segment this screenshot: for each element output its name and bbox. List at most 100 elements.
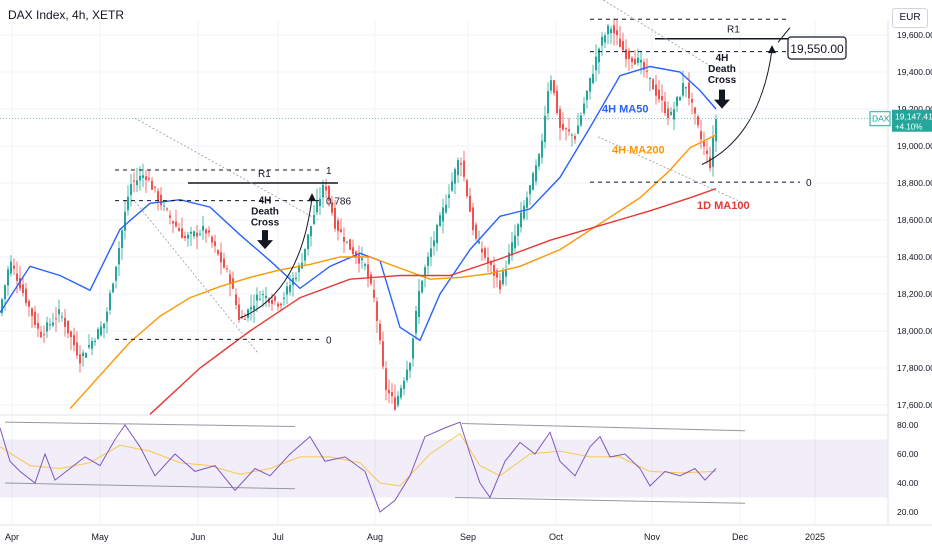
candle-body xyxy=(535,165,537,182)
candle-body xyxy=(616,30,618,36)
candle xyxy=(457,157,459,184)
candle xyxy=(4,284,6,311)
candle-body xyxy=(505,268,507,277)
candle-body xyxy=(352,247,354,255)
ma-line-1d-ma100 xyxy=(149,187,717,415)
candle-body xyxy=(22,284,24,294)
candle-body xyxy=(277,303,279,307)
candle-body xyxy=(151,180,153,190)
candle-body xyxy=(154,186,156,188)
candle-body xyxy=(667,108,669,119)
price-axis-tick: 19,200.00 xyxy=(897,104,932,114)
death-cross-label-right: Cross xyxy=(708,75,737,86)
rsi-trendline xyxy=(4,421,296,427)
candle xyxy=(169,210,171,225)
candle-body xyxy=(49,324,51,326)
candle-body xyxy=(229,274,231,284)
candle xyxy=(31,307,33,329)
candle xyxy=(301,253,303,270)
candle xyxy=(349,239,351,251)
candle-body xyxy=(664,101,666,114)
candle xyxy=(577,113,579,134)
candle xyxy=(553,79,555,96)
candle-body xyxy=(34,311,36,325)
candle-body xyxy=(445,204,447,213)
candle-body xyxy=(421,280,423,293)
candle-body xyxy=(529,185,531,195)
candle-body xyxy=(640,59,642,63)
candle xyxy=(172,220,174,234)
candle xyxy=(469,188,471,212)
price-axis-tick: 18,400.00 xyxy=(897,252,932,262)
candle-body xyxy=(601,36,603,46)
candle-body xyxy=(658,89,660,100)
candle-body xyxy=(553,80,555,94)
candle-body xyxy=(295,277,297,280)
candle-body xyxy=(10,261,12,274)
death-cross-label-right: Death xyxy=(708,64,736,75)
candle xyxy=(448,184,450,209)
rsi-trendline xyxy=(454,497,746,504)
candle-body xyxy=(613,25,615,34)
candle-body xyxy=(466,180,468,197)
candle-body xyxy=(619,38,621,47)
candle-body xyxy=(331,202,333,213)
candle-body xyxy=(247,309,249,318)
candle-body xyxy=(100,326,102,336)
candle-body xyxy=(262,294,264,296)
candle xyxy=(715,114,717,152)
candle-body xyxy=(610,29,612,34)
candle-body xyxy=(304,248,306,261)
r1-label-left: R1 xyxy=(258,169,271,180)
candle-body xyxy=(454,169,456,184)
candle-body xyxy=(706,150,708,154)
candle-body xyxy=(499,280,501,290)
candle-body xyxy=(550,80,552,91)
candle-body xyxy=(532,173,534,191)
candle xyxy=(445,194,447,215)
candle xyxy=(283,291,285,306)
price-axis-tick: 19,000.00 xyxy=(897,141,932,151)
candle xyxy=(322,179,324,208)
candle-body xyxy=(340,229,342,232)
candle xyxy=(148,169,150,182)
candle xyxy=(265,286,267,308)
candle xyxy=(346,241,348,245)
candle-body xyxy=(136,180,138,186)
candle-body xyxy=(25,288,27,304)
candle-body xyxy=(520,212,522,228)
candle-body xyxy=(427,256,429,266)
candle-body xyxy=(655,84,657,96)
candle xyxy=(37,313,39,338)
candle xyxy=(664,92,666,116)
candle-body xyxy=(106,311,108,322)
candle xyxy=(409,361,411,379)
candle xyxy=(214,234,216,253)
candle-body xyxy=(28,300,30,307)
candle xyxy=(427,252,429,275)
candle-body xyxy=(187,234,189,239)
candle xyxy=(388,379,390,404)
candle-body xyxy=(676,96,678,107)
candle-body xyxy=(19,277,21,289)
candle xyxy=(649,77,651,92)
candle-body xyxy=(514,235,516,249)
candle-body xyxy=(391,392,393,397)
time-axis-tick: Nov xyxy=(644,532,661,542)
candle-body xyxy=(169,215,171,218)
candle-body xyxy=(88,345,90,348)
candle xyxy=(253,294,255,324)
candle-body xyxy=(199,233,201,235)
candle-body xyxy=(103,323,105,329)
candle-body xyxy=(286,286,288,295)
candle-body xyxy=(547,91,549,114)
currency-selector[interactable]: EUR xyxy=(892,8,928,28)
candle xyxy=(520,201,522,233)
candle-body xyxy=(250,307,252,310)
channel-line xyxy=(134,201,259,354)
candle xyxy=(613,17,615,46)
candle xyxy=(607,23,609,44)
candle-body xyxy=(46,322,48,332)
candle xyxy=(157,188,159,211)
